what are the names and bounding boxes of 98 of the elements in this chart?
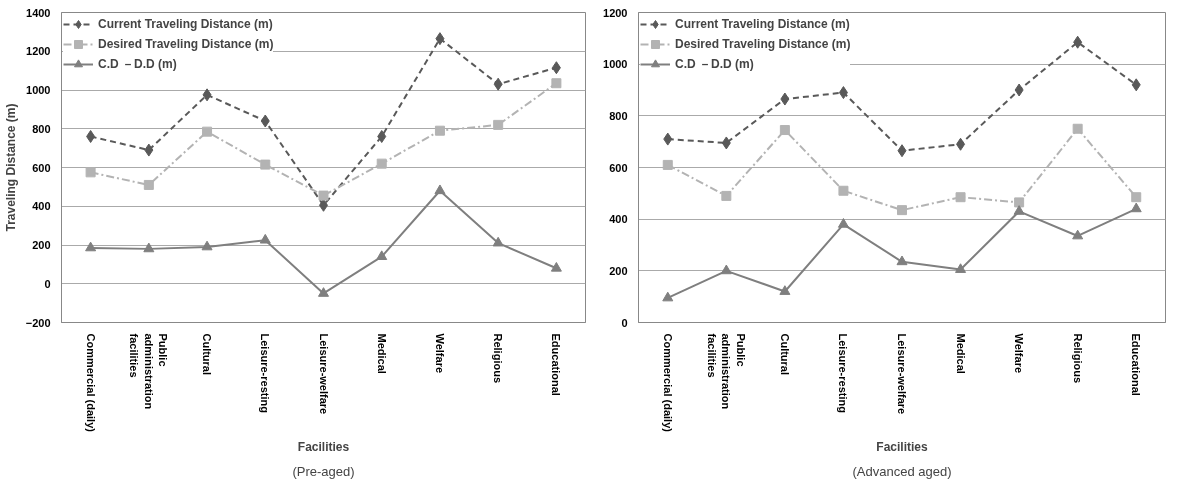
- point: [260, 114, 270, 128]
- point: [1072, 123, 1083, 134]
- point: [838, 86, 848, 100]
- legend-label: C.D －D.D (m): [98, 55, 177, 73]
- point: [376, 158, 387, 169]
- y-tick-label: 1400: [26, 6, 51, 19]
- point: [1072, 229, 1084, 240]
- y-tick-label: 600: [609, 161, 628, 174]
- point: [202, 126, 213, 137]
- x-tick-label: Leisure-welfare: [896, 333, 908, 415]
- y-tick-label: 0: [621, 316, 628, 329]
- point: [720, 264, 732, 275]
- point: [551, 61, 561, 75]
- point: [1130, 202, 1142, 213]
- point: [721, 136, 731, 150]
- point: [780, 92, 790, 106]
- point: [721, 190, 732, 201]
- point: [492, 236, 504, 247]
- legend-label: Current Traveling Distance (m): [675, 17, 850, 31]
- x-tick-label: Commercial (daily): [84, 333, 97, 433]
- point: [85, 241, 97, 252]
- y-tick-label: 1000: [26, 84, 51, 96]
- point: [435, 32, 445, 46]
- y-tick-label: −200: [25, 316, 51, 329]
- x-tick-label: Medical: [954, 333, 967, 374]
- x-tick-label: Leisure-resting: [837, 333, 850, 413]
- x-tick-label: Religious: [492, 333, 505, 384]
- point: [144, 143, 154, 157]
- x-tick-label: Public administration facilities: [128, 333, 170, 410]
- point: [662, 291, 674, 302]
- x-tick-label: Welfare: [1013, 333, 1026, 374]
- point: [837, 218, 849, 228]
- y-tick-label: 200: [609, 264, 628, 277]
- point: [896, 255, 908, 266]
- point: [1131, 78, 1141, 92]
- point: [259, 233, 271, 244]
- point: [376, 250, 388, 261]
- x-axis-title: Facilities: [297, 439, 350, 454]
- y-tick-label: 800: [609, 109, 628, 122]
- point: [550, 261, 562, 272]
- legend-label: Desired Traveling Distance (m): [675, 37, 851, 51]
- legend-label: C.D －D.D (m): [675, 55, 754, 73]
- y-tick-label: 0: [44, 277, 51, 290]
- y-axis-title: Traveling Distance (m): [3, 103, 18, 232]
- point: [493, 119, 504, 130]
- point: [86, 130, 96, 143]
- y-tick-label: 800: [32, 122, 51, 135]
- x-tick-label: Medical: [375, 333, 388, 374]
- x-tick-label: Educational: [1130, 333, 1143, 396]
- point: [143, 179, 154, 190]
- point: [1131, 192, 1142, 203]
- point: [1014, 83, 1024, 97]
- point: [779, 125, 790, 136]
- legend-label: Current Traveling Distance (m): [98, 17, 273, 31]
- y-tick-label: 1000: [603, 58, 628, 71]
- point: [318, 287, 329, 297]
- point: [260, 159, 271, 170]
- x-tick-label: Commercial (daily): [661, 333, 674, 433]
- x-tick-label: Welfare: [433, 333, 446, 374]
- point: [897, 205, 907, 216]
- x-tick-label: Cultural: [201, 333, 214, 376]
- y-tick-label: 600: [32, 161, 51, 174]
- legend-label: Desired Traveling Distance (m): [98, 37, 274, 51]
- text: (Pre-aged): [292, 463, 355, 479]
- x-tick-label: Cultural: [778, 333, 791, 376]
- point: [143, 242, 155, 253]
- point: [956, 137, 966, 151]
- point: [434, 184, 446, 195]
- text: (Advanced aged): [852, 463, 952, 479]
- y-tick-label: 400: [32, 200, 51, 213]
- point: [434, 125, 445, 136]
- point: [318, 190, 329, 201]
- point: [897, 144, 907, 158]
- point: [201, 240, 213, 251]
- point: [85, 167, 96, 178]
- y-tick-label: 400: [609, 213, 628, 226]
- point: [1014, 197, 1025, 208]
- point: [493, 77, 503, 91]
- y-tick-label: 1200: [603, 6, 628, 19]
- x-tick-label: Leisure-resting: [259, 333, 272, 413]
- x-axis-title: Facilities: [876, 439, 928, 454]
- point: [838, 185, 849, 196]
- point: [955, 263, 967, 273]
- point: [1073, 35, 1083, 49]
- point: [1013, 205, 1025, 215]
- x-tick-label: Educational: [550, 333, 563, 396]
- point: [377, 130, 387, 143]
- y-tick-label: 200: [32, 239, 51, 251]
- point: [663, 132, 673, 146]
- x-tick-label: Religious: [1071, 333, 1084, 384]
- point: [779, 285, 791, 295]
- point: [662, 159, 673, 170]
- point: [202, 88, 212, 102]
- point: [551, 78, 562, 89]
- point: [955, 192, 966, 203]
- x-tick-label: Public administration facilities: [705, 333, 747, 410]
- y-tick-label: 1200: [26, 45, 51, 58]
- x-tick-label: Leisure-welfare: [317, 333, 330, 415]
